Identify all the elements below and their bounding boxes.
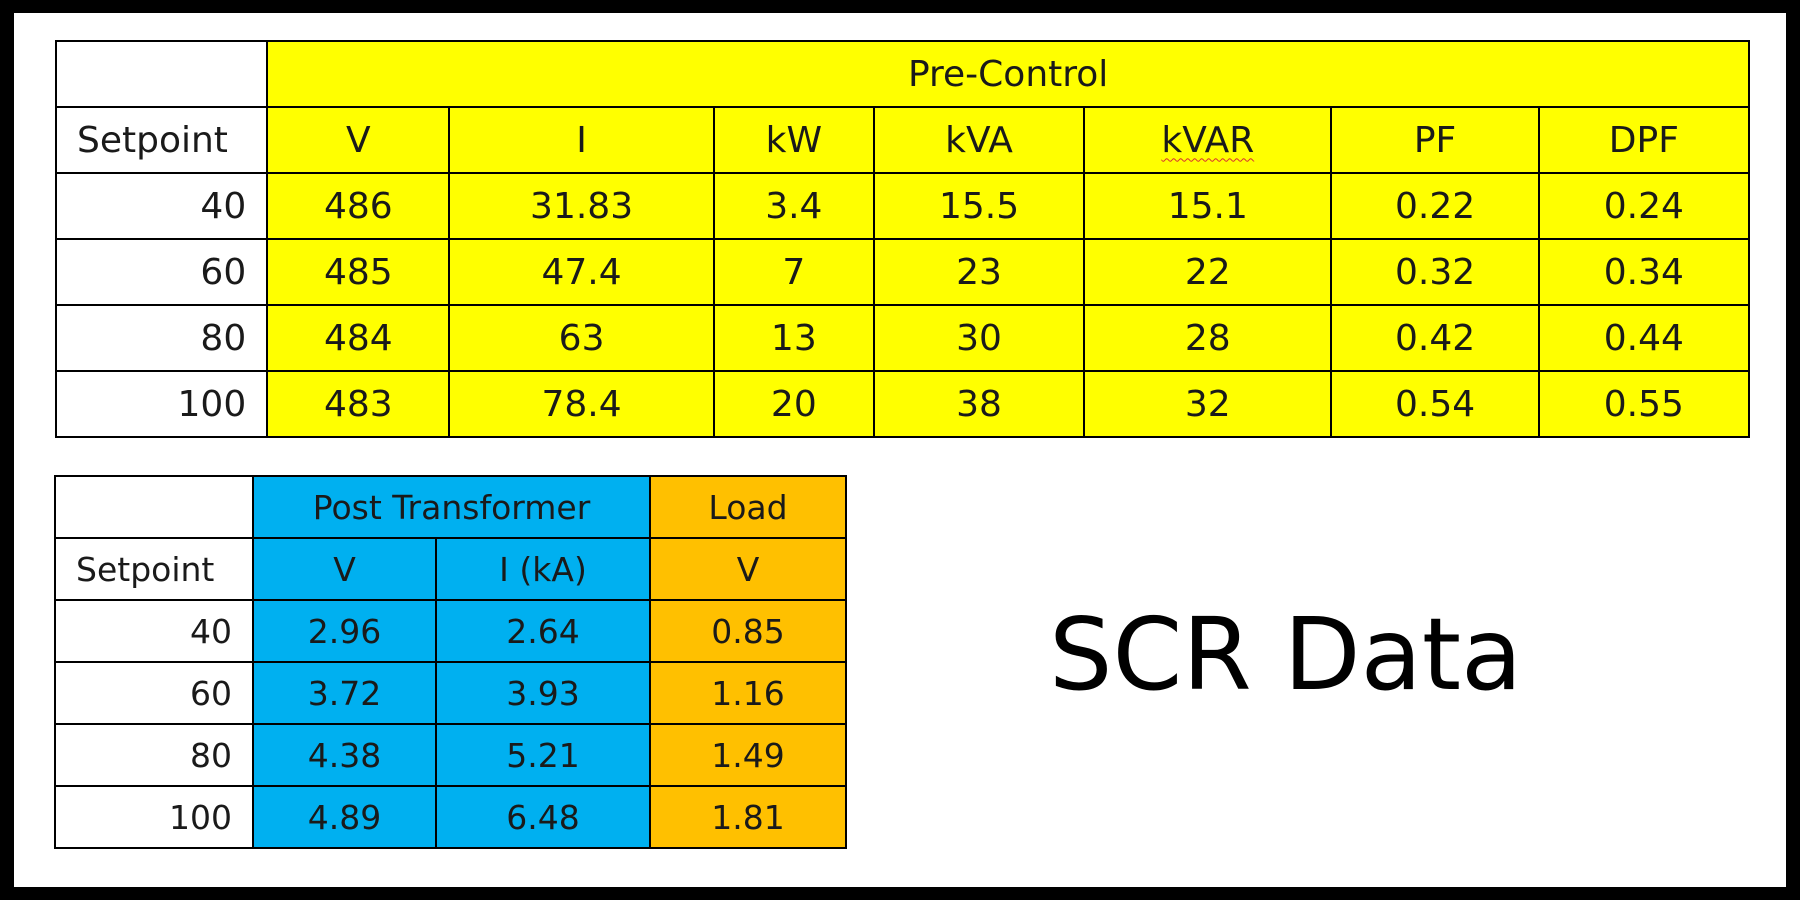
spellcheck-underlined-text: kVAR	[1161, 119, 1255, 161]
data-cell: 4.38	[252, 723, 437, 787]
data-cell: 0.32	[1330, 238, 1540, 306]
setpoint-cell: 60	[54, 661, 254, 725]
data-cell: 6.48	[435, 785, 651, 849]
pre-control-setpoint-header: Setpoint	[54, 106, 269, 174]
data-cell: 3.72	[252, 661, 437, 725]
data-cell: 1.16	[649, 661, 847, 725]
setpoint-cell: 100	[54, 370, 269, 438]
post-transformer-column-header: I (kA)	[435, 537, 651, 601]
data-cell: 0.85	[649, 599, 847, 663]
data-cell: 20	[712, 370, 875, 438]
post-transformer-corner-cell	[54, 475, 254, 539]
data-cell: 483	[266, 370, 451, 438]
pre-control-column-header: PF	[1330, 106, 1540, 174]
data-cell: 30	[872, 304, 1086, 372]
data-cell: 23	[872, 238, 1086, 306]
data-cell: 485	[266, 238, 451, 306]
table-row: 80 4.38 5.21 1.49	[54, 723, 847, 787]
post-transformer-group-header: Post Transformer	[252, 475, 651, 539]
pre-control-group-row: Pre-Control	[54, 40, 1750, 108]
data-cell: 78.4	[448, 370, 715, 438]
pre-control-header-row: Setpoint V I kW kVA kVAR PF DPF	[54, 106, 1751, 174]
data-cell: 22	[1083, 238, 1333, 306]
data-cell: 1.49	[649, 723, 847, 787]
setpoint-cell: 80	[54, 723, 254, 787]
pre-control-corner-cell	[54, 40, 269, 108]
pre-control-group-header: Pre-Control	[266, 40, 1750, 108]
data-cell: 0.34	[1537, 238, 1751, 306]
pre-control-column-header: kVAR	[1083, 106, 1333, 174]
setpoint-cell: 80	[54, 304, 269, 372]
post-transformer-group-row: Post Transformer Load	[54, 475, 847, 539]
table-row: 100 483 78.4 20 38 32 0.54 0.55	[54, 370, 1751, 438]
data-cell: 4.89	[252, 785, 437, 849]
data-cell: 32	[1083, 370, 1333, 438]
data-cell: 2.96	[252, 599, 437, 663]
data-cell: 15.5	[872, 172, 1086, 240]
data-cell: 15.1	[1083, 172, 1333, 240]
data-cell: 0.44	[1537, 304, 1751, 372]
pre-control-table: Pre-Control Setpoint V I kW kVA kVAR PF …	[54, 40, 1751, 438]
data-cell: 7	[712, 238, 875, 306]
data-cell: 5.21	[435, 723, 651, 787]
data-cell: 0.54	[1330, 370, 1540, 438]
data-cell: 0.42	[1330, 304, 1540, 372]
pre-control-column-header: kVA	[872, 106, 1086, 174]
data-cell: 63	[448, 304, 715, 372]
data-cell: 31.83	[448, 172, 715, 240]
data-cell: 0.22	[1330, 172, 1540, 240]
setpoint-cell: 40	[54, 599, 254, 663]
post-transformer-setpoint-header: Setpoint	[54, 537, 254, 601]
pre-control-column-header: DPF	[1537, 106, 1751, 174]
pre-control-column-header: I	[448, 106, 715, 174]
data-cell: 38	[872, 370, 1086, 438]
data-cell: 3.4	[712, 172, 875, 240]
post-transformer-column-header: V	[252, 537, 437, 601]
table-row: 40 2.96 2.64 0.85	[54, 599, 847, 663]
load-column-header: V	[649, 537, 847, 601]
data-cell: 0.55	[1537, 370, 1751, 438]
post-transformer-header-row: Setpoint V I (kA) V	[54, 537, 847, 601]
data-cell: 47.4	[448, 238, 715, 306]
table-row: 40 486 31.83 3.4 15.5 15.1 0.22 0.24	[54, 172, 1751, 240]
load-group-header: Load	[649, 475, 847, 539]
post-transformer-table: Post Transformer Load Setpoint V I (kA) …	[54, 475, 847, 849]
data-cell: 2.64	[435, 599, 651, 663]
data-cell: 484	[266, 304, 451, 372]
table-row: 60 3.72 3.93 1.16	[54, 661, 847, 725]
setpoint-cell: 40	[54, 172, 269, 240]
data-cell: 28	[1083, 304, 1333, 372]
pre-control-column-header: V	[266, 106, 451, 174]
table-row: 100 4.89 6.48 1.81	[54, 785, 847, 849]
slide: Pre-Control Setpoint V I kW kVA kVAR PF …	[14, 13, 1786, 887]
data-cell: 1.81	[649, 785, 847, 849]
setpoint-cell: 100	[54, 785, 254, 849]
data-cell: 13	[712, 304, 875, 372]
pre-control-column-header: kW	[712, 106, 875, 174]
data-cell: 3.93	[435, 661, 651, 725]
data-cell: 486	[266, 172, 451, 240]
table-row: 80 484 63 13 30 28 0.42 0.44	[54, 304, 1751, 372]
table-row: 60 485 47.4 7 23 22 0.32 0.34	[54, 238, 1751, 306]
data-cell: 0.24	[1537, 172, 1751, 240]
slide-title: SCR Data	[1049, 596, 1523, 713]
setpoint-cell: 60	[54, 238, 269, 306]
